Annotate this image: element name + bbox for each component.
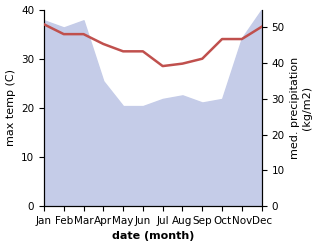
Y-axis label: max temp (C): max temp (C) [5, 69, 16, 146]
Y-axis label: med. precipitation
(kg/m2): med. precipitation (kg/m2) [290, 57, 313, 159]
X-axis label: date (month): date (month) [112, 231, 194, 242]
